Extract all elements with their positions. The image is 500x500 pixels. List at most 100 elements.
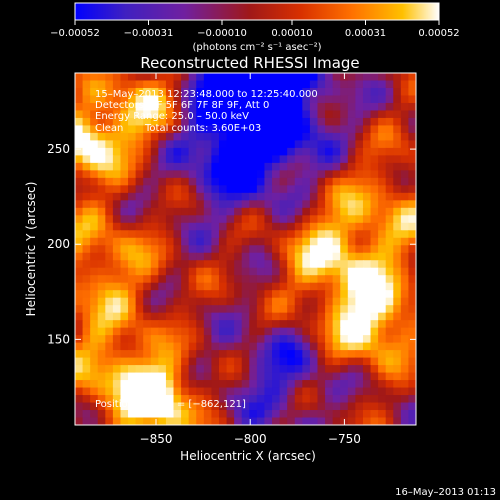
heatmap-cell <box>362 327 372 336</box>
heatmap-cell <box>294 410 303 419</box>
heatmap-cell <box>188 222 197 231</box>
heatmap-cell <box>256 170 266 179</box>
heatmap-cell <box>196 95 205 104</box>
heatmap-cell <box>272 305 281 314</box>
heatmap-cell <box>287 312 296 321</box>
heatmap-cell <box>294 162 303 171</box>
heatmap-cell <box>287 357 296 366</box>
heatmap-cell <box>249 297 258 306</box>
heatmap-cell <box>173 417 182 425</box>
heatmap-cell <box>218 162 228 171</box>
heatmap-cell <box>256 192 266 201</box>
heatmap-cell <box>75 200 84 209</box>
heatmap-cell <box>75 297 84 306</box>
heatmap-cell <box>378 95 387 104</box>
heatmap-cell <box>264 387 273 396</box>
heatmap-cell <box>302 372 311 381</box>
heatmap-cell <box>241 380 250 389</box>
heatmap-cell <box>188 140 197 149</box>
heatmap-cell <box>340 177 349 186</box>
heatmap-cell <box>378 200 387 209</box>
heatmap-cell <box>340 252 349 261</box>
heatmap-cell <box>378 342 387 351</box>
heatmap-cell <box>279 170 288 179</box>
heatmap-cell <box>370 110 379 119</box>
heatmap-cell <box>241 125 250 134</box>
heatmap-cell <box>234 387 243 396</box>
heatmap-cell <box>355 275 364 284</box>
heatmap-cell <box>75 357 84 366</box>
heatmap-cell <box>272 350 281 359</box>
heatmap-cell <box>317 230 326 239</box>
heatmap-cell <box>279 125 288 134</box>
heatmap-cell <box>332 252 341 261</box>
heatmap-cell <box>241 237 250 246</box>
heatmap-cell <box>90 237 99 246</box>
heatmap-cell <box>279 410 288 419</box>
heatmap-cell <box>82 215 91 224</box>
heatmap-cell <box>400 140 410 149</box>
heatmap-cell <box>234 260 243 269</box>
heatmap-cell <box>241 110 250 119</box>
heatmap-cell <box>393 410 402 419</box>
heatmap-cell <box>317 275 326 284</box>
colorbar-tick-label: −0.00031 <box>124 28 174 39</box>
heatmap-cell <box>378 140 387 149</box>
heatmap-cell <box>128 387 137 396</box>
heatmap-cell <box>272 275 281 284</box>
heatmap-cell <box>105 380 114 389</box>
heatmap-cell <box>279 177 288 186</box>
heatmap-cell <box>256 177 266 186</box>
heatmap-cell <box>370 155 379 164</box>
heatmap-cell <box>82 297 91 306</box>
heatmap-cell <box>165 267 175 276</box>
heatmap-cell <box>234 170 243 179</box>
heatmap-cell <box>256 140 266 149</box>
heatmap-cell <box>302 132 311 141</box>
heatmap-cell <box>309 110 319 119</box>
annotation-total-counts: Total counts: 3.60E+03 <box>144 123 261 134</box>
heatmap-cell <box>302 110 311 119</box>
heatmap-cell <box>332 185 341 194</box>
heatmap-cell <box>385 282 394 291</box>
heatmap-cell <box>165 372 175 381</box>
heatmap-cell <box>211 365 220 374</box>
y-tick-label: 250 <box>47 142 70 156</box>
heatmap-cell <box>112 170 122 179</box>
heatmap-cell <box>218 192 228 201</box>
heatmap-cell <box>173 372 182 381</box>
heatmap-cell <box>355 237 364 246</box>
heatmap-cell <box>294 237 303 246</box>
heatmap-cell <box>82 282 91 291</box>
heatmap-cell <box>218 305 228 314</box>
heatmap-cell <box>158 410 167 419</box>
heatmap-cell <box>362 102 372 112</box>
heatmap-cell <box>97 282 106 291</box>
heatmap-cell <box>302 237 311 246</box>
heatmap-cell <box>408 237 416 246</box>
heatmap-cell <box>287 417 296 425</box>
heatmap-cell <box>234 80 243 89</box>
heatmap-cell <box>400 417 410 425</box>
heatmap-cell <box>294 372 303 381</box>
heatmap-cell <box>120 327 129 336</box>
heatmap-cell <box>370 237 379 246</box>
heatmap-cell <box>173 185 182 194</box>
heatmap-cell <box>181 155 190 164</box>
heatmap-cell <box>347 312 356 321</box>
heatmap-cell <box>294 95 303 104</box>
heatmap-cell <box>218 395 228 404</box>
heatmap-cell <box>82 365 91 374</box>
heatmap-cell <box>97 417 106 425</box>
heatmap-cell <box>332 117 341 127</box>
heatmap-cell <box>181 357 190 366</box>
annotation-detectors: Detectors: 3F 5F 6F 7F 8F 9F, Att 0 <box>95 100 269 111</box>
heatmap-cell <box>226 177 235 186</box>
heatmap-cell <box>203 312 212 321</box>
heatmap-cell <box>165 335 175 344</box>
heatmap-cell <box>75 260 84 269</box>
heatmap-cell <box>218 73 228 82</box>
heatmap-cell <box>309 395 319 404</box>
heatmap-cell <box>340 260 349 269</box>
heatmap-cell <box>332 170 341 179</box>
